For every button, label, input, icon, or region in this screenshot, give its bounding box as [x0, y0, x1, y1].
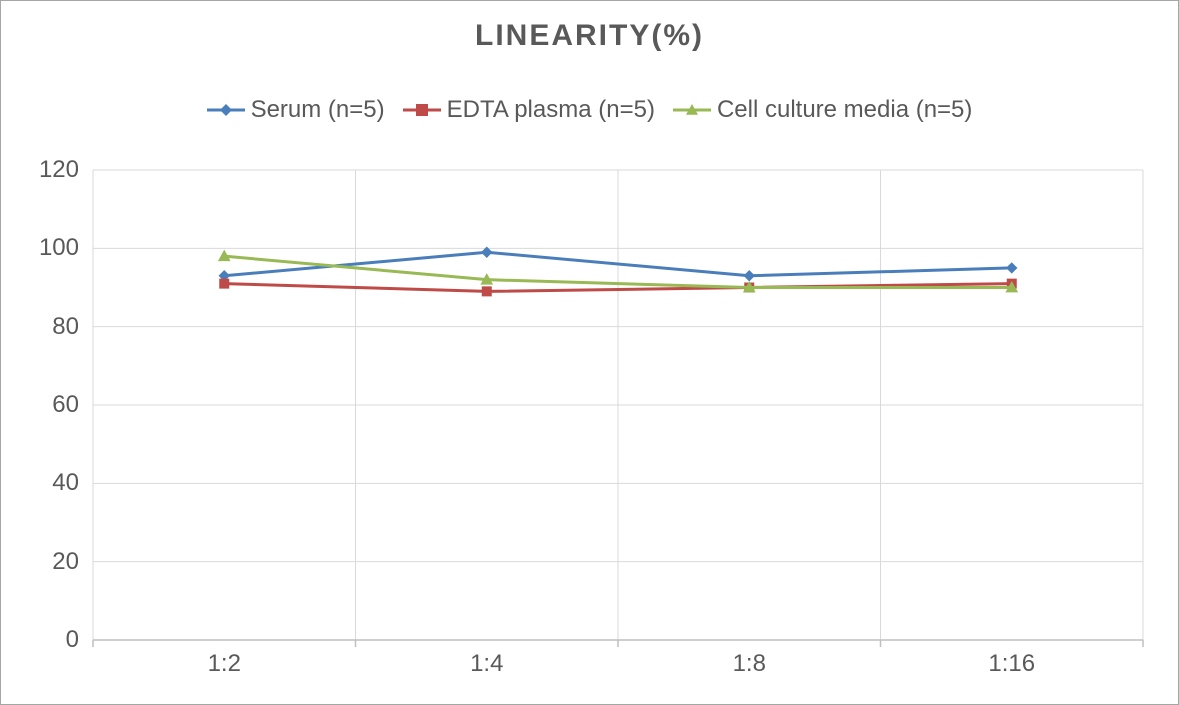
legend-item: Cell culture media (n=5) — [673, 96, 972, 124]
y-tick-label: 40 — [52, 469, 79, 497]
y-tick-label: 80 — [52, 313, 79, 341]
triangle-icon — [685, 103, 699, 117]
y-tick-label: 60 — [52, 391, 79, 419]
legend-item: EDTA plasma (n=5) — [403, 96, 655, 124]
square-icon — [415, 103, 429, 117]
series-marker — [482, 287, 491, 296]
y-tick-label: 20 — [52, 548, 79, 576]
diamond-icon — [219, 103, 233, 117]
chart-legend: Serum (n=5) EDTA plasma (n=5) Cell culture… — [1, 96, 1178, 124]
linearity-chart: LINEARITY(%) Serum (n=5) EDTA plasma (n=5… — [0, 0, 1179, 705]
legend-swatch — [673, 103, 711, 117]
legend-label: Cell culture media (n=5) — [717, 96, 972, 124]
series-marker — [220, 279, 229, 288]
legend-label: Serum (n=5) — [251, 96, 385, 124]
x-tick-label: 1:16 — [988, 650, 1035, 678]
x-axis: 1:2 1:4 1:8 1:16 — [93, 650, 1143, 690]
legend-label: EDTA plasma (n=5) — [447, 96, 655, 124]
legend-swatch — [403, 103, 441, 117]
x-tick-label: 1:4 — [470, 650, 503, 678]
legend-item: Serum (n=5) — [207, 96, 385, 124]
y-tick-label: 120 — [39, 156, 79, 184]
series-marker — [1007, 263, 1017, 273]
plot-area — [93, 170, 1143, 640]
series-marker — [744, 271, 754, 281]
x-tick-label: 1:8 — [733, 650, 766, 678]
chart-title: LINEARITY(%) — [1, 19, 1178, 53]
x-tick-label: 1:2 — [208, 650, 241, 678]
y-tick-label: 100 — [39, 234, 79, 262]
y-axis: 020406080100120 — [1, 170, 79, 640]
legend-swatch — [207, 103, 245, 117]
plot-svg — [93, 170, 1143, 640]
y-tick-label: 0 — [66, 626, 79, 654]
